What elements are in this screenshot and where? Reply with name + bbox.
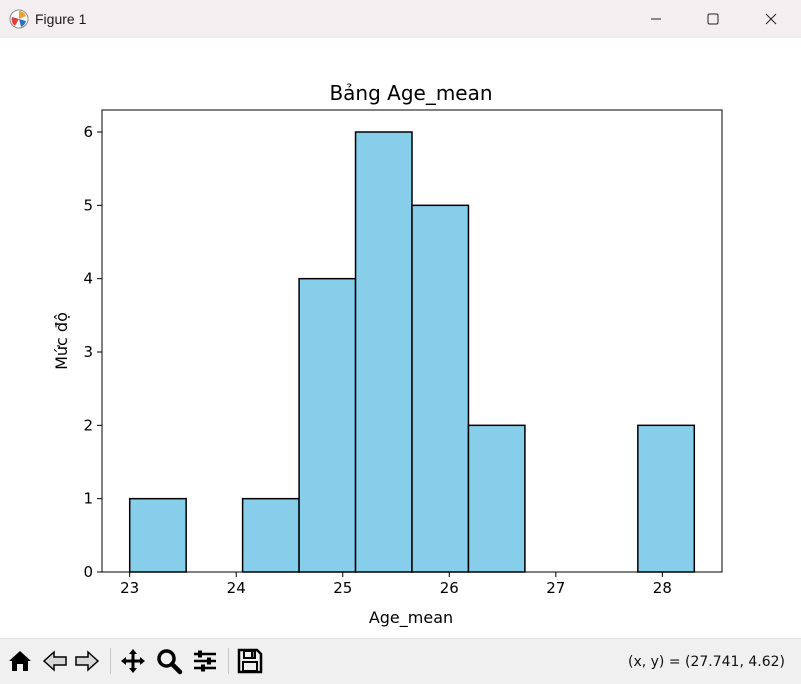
x-ticks: 23 24 25 26 27 28 — [120, 572, 672, 597]
zoom-icon — [157, 649, 183, 675]
x-tick-label: 28 — [653, 579, 672, 597]
x-tick-label: 23 — [120, 579, 139, 597]
histogram-bar — [241, 497, 300, 573]
x-tick-label: 27 — [546, 579, 565, 597]
y-tick-label: 3 — [83, 343, 93, 361]
x-axis-label: Age_mean — [369, 608, 453, 628]
maximize-icon — [707, 13, 719, 25]
forward-button[interactable] — [71, 645, 103, 677]
window-title: Figure 1 — [35, 11, 87, 27]
x-tick-label: 25 — [333, 579, 352, 597]
forward-arrow-icon — [75, 650, 100, 672]
x-tick-label: 26 — [440, 579, 459, 597]
histogram-bar — [298, 277, 357, 573]
home-icon — [9, 651, 31, 671]
back-button[interactable] — [39, 645, 71, 677]
close-icon — [765, 13, 777, 25]
subplots-icon — [194, 650, 216, 672]
close-button[interactable] — [742, 0, 800, 38]
home-button[interactable] — [4, 645, 36, 677]
y-tick-label: 4 — [83, 270, 93, 288]
save-button[interactable] — [234, 645, 266, 677]
y-tick-label: 5 — [83, 196, 93, 214]
y-tick-label: 1 — [83, 490, 93, 508]
maximize-button[interactable] — [684, 0, 742, 38]
toolbar-separator — [228, 648, 229, 674]
histogram-bar — [467, 424, 526, 573]
y-tick-label: 6 — [83, 123, 93, 141]
configure-subplots-button[interactable] — [189, 645, 221, 677]
histogram-bar — [128, 497, 187, 573]
y-ticks: 0 1 2 3 4 5 6 — [83, 123, 102, 581]
chart-title: Bảng Age_mean — [329, 81, 492, 105]
pan-button[interactable] — [117, 645, 149, 677]
toolbar-separator — [110, 648, 111, 674]
y-tick-label: 0 — [83, 563, 93, 581]
x-tick-label: 24 — [227, 579, 246, 597]
minimize-button[interactable] — [627, 0, 685, 38]
save-icon — [237, 648, 263, 674]
y-tick-label: 2 — [83, 416, 93, 434]
histogram-bar — [354, 131, 413, 573]
zoom-button[interactable] — [153, 645, 185, 677]
histogram-bar — [637, 424, 696, 573]
cursor-coordinates: (x, y) = (27.741, 4.62) — [627, 654, 785, 670]
matplotlib-app-icon — [9, 9, 29, 29]
pan-icon — [121, 649, 145, 673]
bars-group — [128, 131, 696, 573]
y-axis-label: Mức độ — [52, 312, 71, 370]
histogram-bar — [411, 204, 470, 573]
back-arrow-icon — [42, 650, 67, 672]
navigation-toolbar: (x, y) = (27.741, 4.62) — [0, 638, 801, 684]
minimize-icon — [651, 18, 661, 20]
window-titlebar: Figure 1 — [0, 0, 801, 38]
axes-frame — [101, 109, 723, 573]
